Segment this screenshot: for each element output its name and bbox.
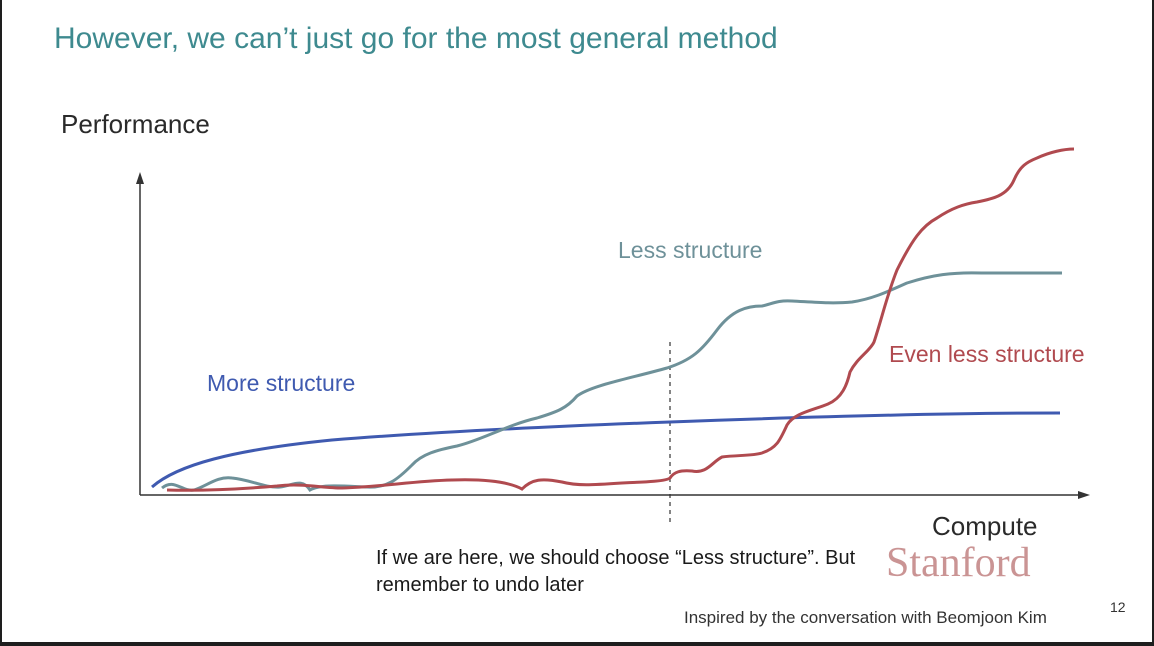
even-less-structure-label: Even less structure: [889, 341, 1085, 367]
more-structure-curve: [151, 411, 1061, 489]
less-structure-label: Less structure: [618, 237, 763, 263]
x-axis-label: Compute: [932, 511, 1038, 541]
y-axis-arrow: [136, 172, 144, 184]
more-structure-label: More structure: [207, 370, 356, 396]
slide-note: If we are here, we should choose “Less s…: [376, 547, 856, 596]
y-axis-label: Performance: [61, 109, 210, 139]
slide-title: However, we can’t just go for the most g…: [54, 22, 778, 55]
footer-credit: Inspired by the conversation with Beomjo…: [684, 608, 1047, 627]
x-axis-arrow: [1078, 491, 1090, 499]
page-number: 12: [1110, 599, 1126, 615]
stanford-logo: Stanford: [886, 540, 1031, 586]
even-less-structure-curve: [166, 147, 1075, 492]
